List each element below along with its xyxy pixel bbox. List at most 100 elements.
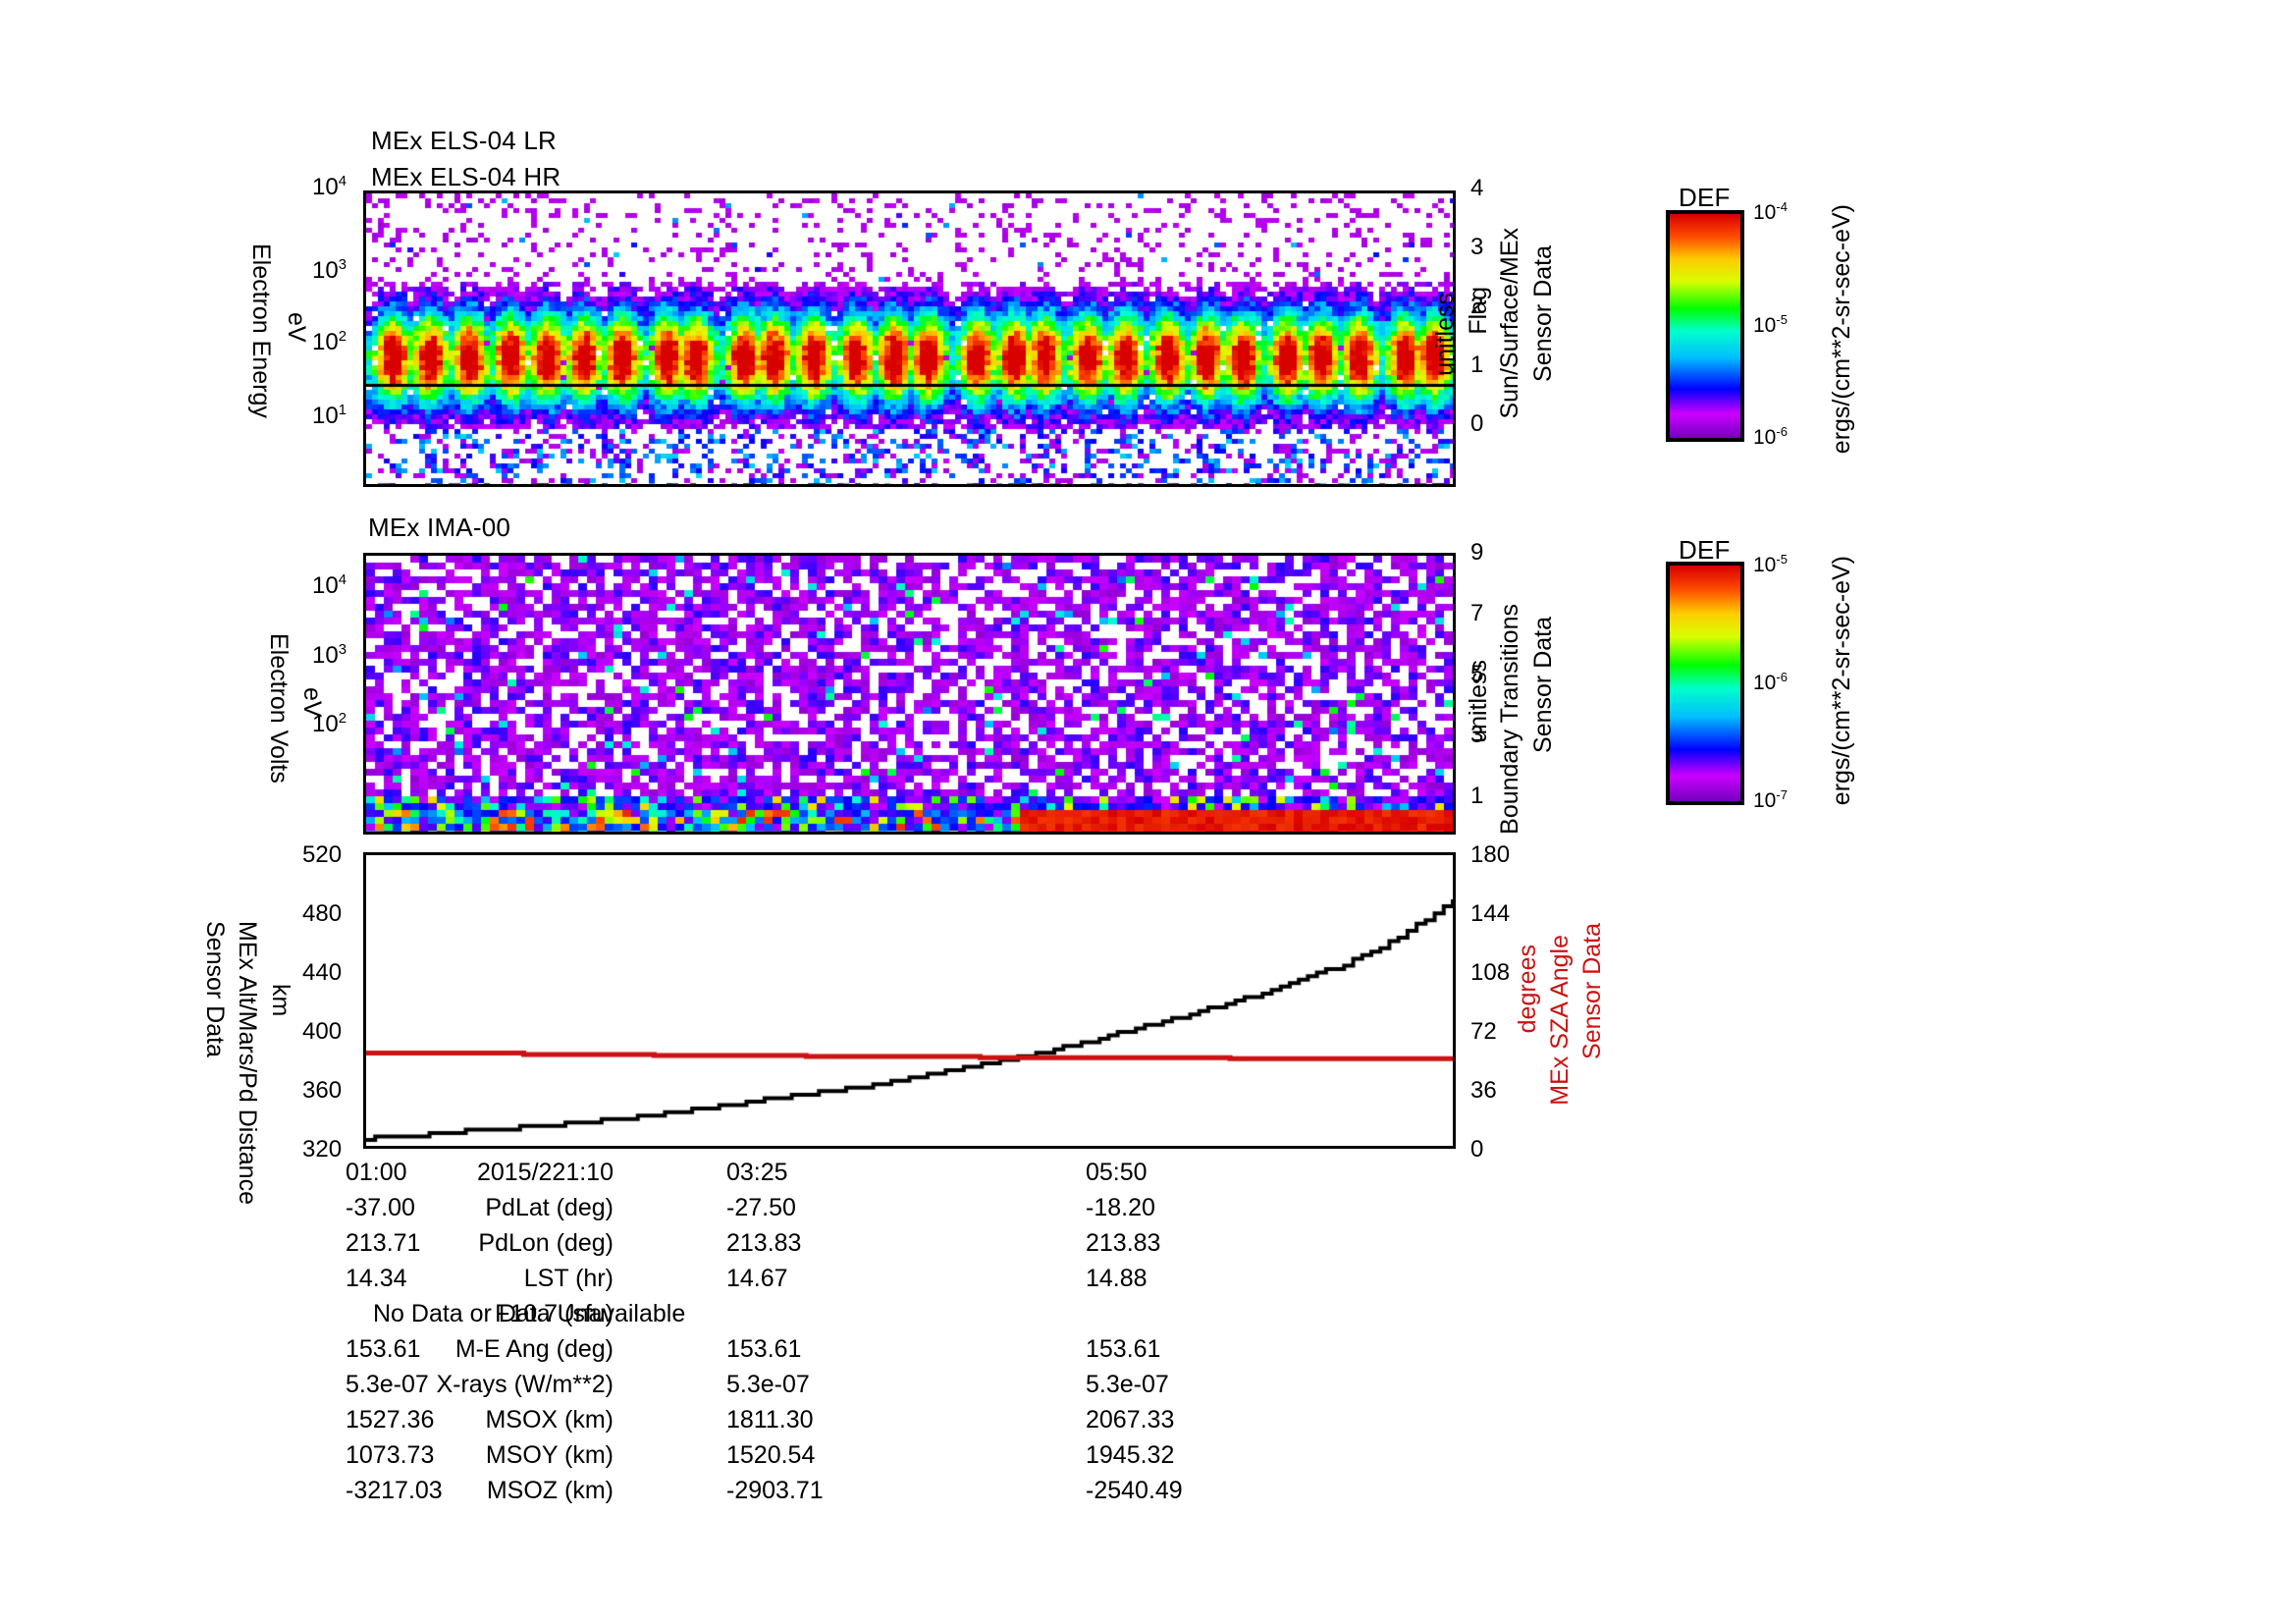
lineplot-ytick-320: 320 <box>302 1136 343 1163</box>
table-row: M-E Ang (deg) 153.61 153.61 153.61 <box>0 1335 2296 1371</box>
table-time-col-1: 01:00 <box>346 1159 407 1186</box>
lineplot-left-label-1: Sensor Data <box>201 921 229 1057</box>
table-row: X-rays (W/m**2) 5.3e-07 5.3e-07 5.3e-07 <box>0 1371 2296 1406</box>
ima-right-tick-3: 3 <box>1470 722 1484 748</box>
table-cell: 14.88 <box>1086 1265 1148 1292</box>
table-row-label: MSOY (km) <box>485 1441 614 1469</box>
lineplot-right-tick-180: 180 <box>1470 841 1511 868</box>
table-cell: 2067.33 <box>1086 1406 1175 1434</box>
table-row-label: MSOX (km) <box>485 1406 614 1434</box>
table-cell: -37.00 <box>346 1194 415 1221</box>
els-right-tick-0: 0 <box>1470 410 1484 437</box>
lineplot-right-label-1: Sensor Data <box>1578 923 1606 1059</box>
table-row: F10.7 (sfu) No Data or Data Unavailable <box>0 1300 2296 1335</box>
table-cell: 213.83 <box>726 1229 802 1257</box>
table-row-label: F10.7 (sfu) <box>495 1300 614 1327</box>
panel-ima-left-axis-label: Electron Volts <box>265 633 293 784</box>
table-cell: 1811.30 <box>726 1406 814 1434</box>
panel-ima-right-axis-label-2: Boundary Transitions <box>1496 604 1523 835</box>
panel-ima-left-axis-units: eV <box>298 687 326 718</box>
table-row: PdLon (deg) 213.71 213.83 213.83 <box>0 1229 2296 1265</box>
panel-els-right-axis-label-1: Sensor Data <box>1529 245 1557 382</box>
colorbar-ima-tick-mid: 10-6 <box>1753 670 1788 694</box>
els-right-tick-4: 4 <box>1470 175 1484 201</box>
ima-right-tick-1: 1 <box>1470 783 1484 809</box>
panel-ima-right-axis-label-1: Sensor Data <box>1529 617 1557 753</box>
table-row-label: PdLon (deg) <box>478 1229 614 1257</box>
table-cell: 14.67 <box>726 1265 788 1292</box>
panel-els-right-axis-label-2: Sun/Surface/MEx <box>1496 228 1523 419</box>
colorbar-els-units: ergs/(cm**2-sr-sec-eV) <box>1828 204 1855 455</box>
panel-els-right-axis-label-4: unitless <box>1431 293 1459 376</box>
lineplot-left-label-3: km <box>267 984 294 1017</box>
lineplot-right-tick-72: 72 <box>1470 1018 1497 1045</box>
lineplot-ytick-440: 440 <box>302 959 343 986</box>
table-cell: 213.71 <box>346 1229 421 1257</box>
colorbar-ima-title: DEF <box>1679 535 1731 565</box>
ima-ytick-1e3: 103 <box>312 642 347 669</box>
panel-els-left-axis-title: Electron Energy <box>247 243 275 418</box>
table-time-col-2: 03:25 <box>726 1159 788 1186</box>
lineplot-ytick-360: 360 <box>302 1077 343 1104</box>
table-cell: -3217.03 <box>346 1477 443 1504</box>
table-cell: -18.20 <box>1086 1194 1155 1221</box>
lineplot-right-tick-144: 144 <box>1470 900 1511 927</box>
table-row: MSOX (km) 1527.36 1811.30 2067.33 <box>0 1406 2296 1441</box>
table-row-time-label: 2015/221:10 <box>476 1159 614 1186</box>
table-cell: 14.34 <box>346 1265 407 1292</box>
ima-spectrogram-canvas <box>366 556 1453 832</box>
table-row-label: LST (hr) <box>523 1265 614 1292</box>
colorbar-ima-tick-bot: 10-7 <box>1753 787 1788 812</box>
lineplot-left-label-2: MEx Alt/Mars/Pd Distance <box>234 921 261 1205</box>
time-table: 2015/221:10 01:00 03:25 05:50 PdLat (deg… <box>0 1159 2296 1512</box>
ima-right-tick-9: 9 <box>1470 539 1484 566</box>
colorbar-ima-tick-top: 10-5 <box>1753 552 1788 576</box>
colorbar-ima <box>1666 562 1744 805</box>
table-row: LST (hr) 14.34 14.67 14.88 <box>0 1265 2296 1300</box>
panel-els-title-hr: MEx ELS-04 HR <box>371 162 561 191</box>
lineplot-right-tick-0: 0 <box>1470 1136 1484 1163</box>
table-cell: 1073.73 <box>346 1441 435 1469</box>
lineplot-ytick-480: 480 <box>302 900 343 927</box>
table-cell: -2903.71 <box>726 1477 824 1504</box>
panel-ima-title: MEx IMA-00 <box>368 513 511 542</box>
table-cell: 153.61 <box>1086 1335 1161 1363</box>
panel-els-plot-area[interactable] <box>363 190 1456 487</box>
table-cell: 213.83 <box>1086 1229 1161 1257</box>
table-cell: 153.61 <box>726 1335 802 1363</box>
els-right-tick-2: 2 <box>1470 293 1484 319</box>
els-ytick-1e3: 103 <box>312 257 347 284</box>
ima-ytick-1e2: 102 <box>312 711 347 737</box>
colorbar-els <box>1666 210 1744 442</box>
table-cell: 153.61 <box>346 1335 421 1363</box>
colorbar-ima-units: ergs/(cm**2-sr-sec-eV) <box>1828 556 1855 806</box>
lineplot-ytick-400: 400 <box>302 1018 343 1045</box>
table-cell: 1520.54 <box>726 1441 816 1469</box>
panel-els-left-axis-label: Electron Energy <box>247 243 275 418</box>
els-right-tick-1: 1 <box>1470 352 1484 378</box>
table-cell: 1945.32 <box>1086 1441 1175 1469</box>
ima-right-tick-7: 7 <box>1470 600 1484 626</box>
colorbar-els-tick-top: 10-4 <box>1753 199 1788 224</box>
lineplot-ytick-520: 520 <box>302 841 343 868</box>
table-cell: 5.3e-07 <box>1086 1371 1169 1398</box>
table-row-time: 2015/221:10 01:00 03:25 05:50 <box>0 1159 2296 1194</box>
lineplot-canvas <box>366 855 1453 1146</box>
lineplot-plot-area[interactable] <box>363 852 1456 1149</box>
table-row: MSOZ (km) -3217.03 -2903.71 -2540.49 <box>0 1477 2296 1512</box>
lineplot-right-label-2: MEx SZA Angle <box>1546 935 1574 1106</box>
table-row-label: PdLat (deg) <box>485 1194 614 1221</box>
lineplot-right-label-3: degrees <box>1514 945 1541 1034</box>
panel-ima-plot-area[interactable] <box>363 553 1456 835</box>
colorbar-els-tick-bot: 10-6 <box>1753 424 1788 449</box>
table-row-label: X-rays (W/m**2) <box>436 1371 614 1398</box>
table-time-col-3: 05:50 <box>1086 1159 1148 1186</box>
table-cell: 5.3e-07 <box>726 1371 810 1398</box>
lineplot-right-tick-36: 36 <box>1470 1077 1497 1104</box>
ima-ytick-1e4: 104 <box>312 572 347 599</box>
table-row-label: M-E Ang (deg) <box>454 1335 614 1363</box>
els-spectrogram-canvas <box>366 193 1453 484</box>
els-ytick-1e1: 101 <box>312 403 347 429</box>
table-cell: 5.3e-07 <box>346 1371 429 1398</box>
panel-els-left-axis-units: eV <box>283 312 310 343</box>
